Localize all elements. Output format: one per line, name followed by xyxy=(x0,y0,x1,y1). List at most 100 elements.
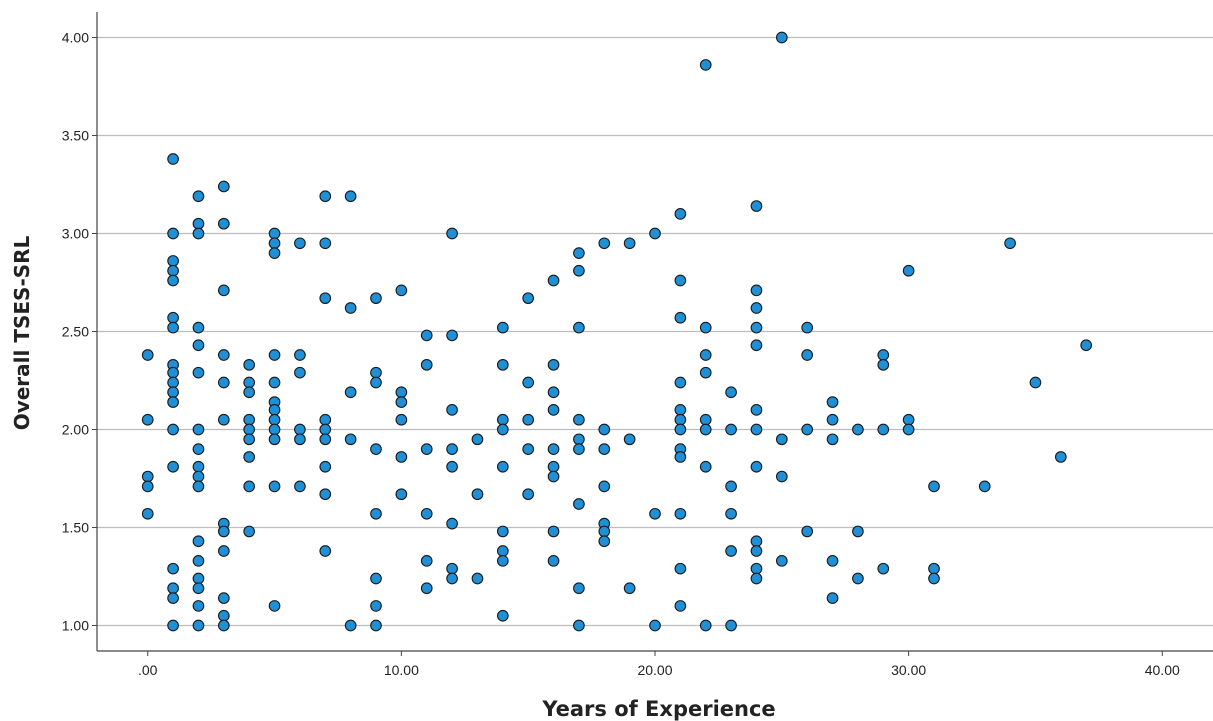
data-point xyxy=(573,498,585,510)
y-tick-label: 3.50 xyxy=(62,127,89,143)
data-point xyxy=(699,59,712,71)
data-point xyxy=(902,264,915,277)
data-point xyxy=(573,582,585,595)
data-point xyxy=(1054,451,1067,463)
data-point xyxy=(192,600,205,612)
data-point xyxy=(750,284,763,297)
data-point xyxy=(192,443,205,455)
data-point xyxy=(420,554,433,567)
data-point xyxy=(573,264,585,277)
data-point xyxy=(775,470,788,483)
data-point xyxy=(420,443,433,455)
data-point xyxy=(496,609,509,622)
data-point xyxy=(294,423,306,436)
data-point xyxy=(217,349,230,361)
y-tick-label: 4.00 xyxy=(62,29,89,45)
data-point xyxy=(496,545,509,557)
data-point xyxy=(294,366,306,379)
grid-lines xyxy=(97,36,1213,627)
data-point xyxy=(725,386,737,399)
data-point xyxy=(826,554,839,567)
data-point xyxy=(725,619,737,632)
data-point xyxy=(928,572,940,585)
data-point xyxy=(395,396,408,408)
data-point xyxy=(750,404,763,416)
data-point xyxy=(446,572,458,585)
data-point xyxy=(319,433,332,446)
data-point xyxy=(217,592,230,604)
data-point xyxy=(852,525,864,538)
data-point xyxy=(370,366,382,379)
data-point xyxy=(522,376,535,389)
data-point xyxy=(522,292,535,305)
data-point xyxy=(446,562,458,575)
data-point xyxy=(699,413,712,426)
data-point xyxy=(699,460,712,473)
data-point xyxy=(370,572,382,585)
data-point xyxy=(547,358,560,371)
data-point xyxy=(598,237,611,250)
data-point xyxy=(725,507,737,520)
x-tick-label: 10.00 xyxy=(384,662,419,678)
data-point xyxy=(268,600,281,612)
data-point xyxy=(141,349,154,361)
data-point xyxy=(243,451,256,463)
data-point xyxy=(852,423,864,436)
data-point xyxy=(167,423,179,436)
data-point xyxy=(192,470,205,483)
data-point xyxy=(319,413,332,426)
data-point xyxy=(141,480,154,493)
data-point xyxy=(167,562,179,575)
data-point xyxy=(268,413,281,426)
data-point xyxy=(192,460,205,473)
data-point xyxy=(573,247,585,259)
data-point xyxy=(192,423,205,436)
data-point xyxy=(826,396,839,408)
data-point xyxy=(294,237,306,250)
data-point xyxy=(750,572,763,585)
data-point xyxy=(167,619,179,632)
data-point xyxy=(268,227,281,240)
data-point xyxy=(573,443,585,455)
data-point xyxy=(217,376,230,389)
data-point xyxy=(1080,339,1093,352)
data-point xyxy=(319,190,332,203)
data-point xyxy=(167,386,179,399)
data-point xyxy=(446,404,458,416)
data-point xyxy=(750,339,763,352)
data-point xyxy=(750,302,763,314)
data-point xyxy=(674,208,687,220)
data-point xyxy=(217,619,230,632)
axes xyxy=(92,12,1213,656)
data-point xyxy=(826,413,839,426)
data-point xyxy=(699,366,712,379)
data-point xyxy=(623,582,636,595)
data-point xyxy=(420,582,433,595)
data-point xyxy=(167,153,179,165)
data-point xyxy=(446,329,458,342)
data-point xyxy=(750,423,763,436)
data-point xyxy=(775,433,788,446)
data-point xyxy=(192,572,205,585)
data-point xyxy=(598,535,611,548)
data-point xyxy=(217,217,230,230)
data-point xyxy=(395,413,408,426)
data-point xyxy=(344,302,357,314)
data-point xyxy=(801,423,814,436)
data-point xyxy=(167,376,179,389)
data-point xyxy=(141,507,154,520)
data-point xyxy=(243,386,256,399)
data-point xyxy=(167,460,179,473)
data-point xyxy=(978,480,991,493)
data-point xyxy=(268,433,281,446)
data-point xyxy=(649,619,661,632)
data-point xyxy=(674,562,687,575)
data-point xyxy=(877,562,890,575)
data-point xyxy=(217,413,230,426)
data-point xyxy=(725,423,737,436)
data-point xyxy=(319,460,332,473)
data-point xyxy=(547,554,560,567)
data-point xyxy=(141,470,154,483)
